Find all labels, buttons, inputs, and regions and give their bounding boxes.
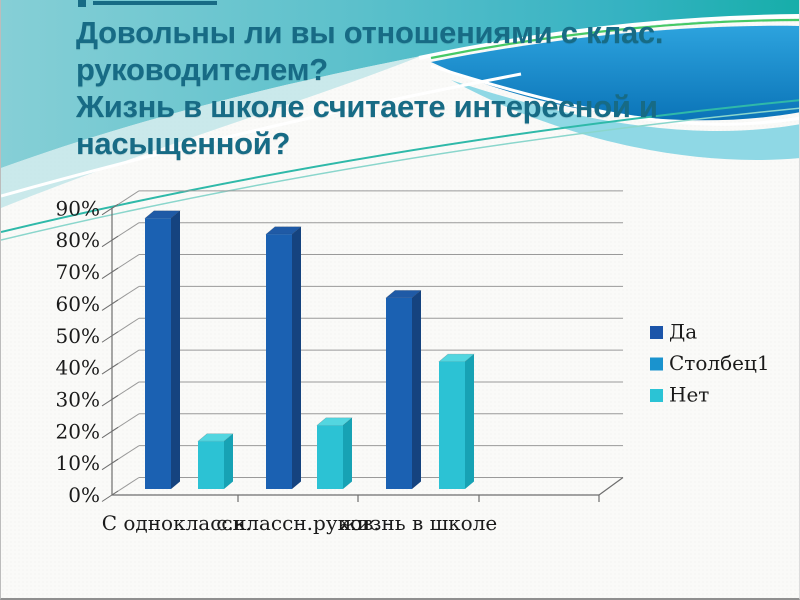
- legend-item-Нет: Нет: [650, 383, 709, 407]
- legend-swatch: [650, 357, 663, 371]
- bar-front-face: [198, 441, 224, 489]
- gridlines: [101, 190, 623, 502]
- legend-item-Да: Да: [650, 320, 697, 344]
- y-axis-tick: [101, 363, 119, 375]
- bar-side-face: [465, 354, 474, 489]
- slide-title: Довольны ли вы отношениями с клас. руков…: [76, 14, 776, 162]
- y-axis-tick: [101, 299, 119, 311]
- y-axis-label: 30%: [56, 387, 100, 411]
- chart-legend: Да Столбец1 Нет: [650, 320, 770, 407]
- y-axis-label: 60%: [56, 292, 100, 316]
- bar-Нет-С одноклассн.: [197, 433, 234, 489]
- bar-front-face: [439, 361, 465, 489]
- title-line-4: насыщенной?: [76, 126, 291, 161]
- bar-side-face: [171, 210, 180, 489]
- title-line-1: Довольны ли вы отношениями с клас.: [76, 15, 664, 50]
- x-axis-label: жизнь в школе: [339, 511, 498, 535]
- y-axis-label: 0%: [68, 483, 100, 507]
- y-axis-label: 90%: [56, 196, 100, 220]
- y-axis-tick: [101, 458, 119, 471]
- clipped-text-fragment: [78, 0, 86, 7]
- title-line-3: Жизнь в школе считаете интересной и: [76, 89, 658, 124]
- bar-side-face: [224, 433, 233, 489]
- y-axis-label: 70%: [56, 260, 100, 284]
- legend-label: Нет: [669, 383, 709, 407]
- y-axis-tick: [101, 267, 119, 279]
- legend-swatch: [650, 326, 663, 339]
- y-axis-tick: [101, 395, 119, 407]
- bar-Да-жизнь в школе: [385, 290, 422, 489]
- y-axis-label: 20%: [56, 419, 100, 443]
- clipped-text-fragment: [93, 1, 217, 5]
- x-axis-label: с.классн.руков.: [216, 511, 380, 535]
- y-axis-tick: [101, 203, 119, 216]
- bar-Да-с.классн.руков.: [265, 226, 302, 489]
- bar-Да-С одноклассн.: [144, 210, 181, 489]
- bar-side-face: [412, 290, 421, 489]
- legend-swatch: [650, 389, 663, 402]
- legend-label: Да: [669, 320, 697, 344]
- y-axis-label: 80%: [56, 228, 100, 252]
- floor-right-edge: [598, 477, 624, 496]
- bar-Нет-жизнь в школе: [438, 353, 475, 489]
- bar-front-face: [266, 234, 292, 489]
- legend-label: Столбец1: [669, 351, 770, 375]
- x-axis-labels: С одноклассн.с.классн.руков.жизнь в школ…: [102, 511, 498, 535]
- y-axis-label: 40%: [56, 356, 100, 380]
- y-axis-labels: 0% 10% 20% 30% 40% 50% 60% 70% 80% 90%: [56, 196, 100, 507]
- bar-front-face: [145, 218, 171, 489]
- y-axis-label: 10%: [56, 451, 100, 475]
- bars: [144, 210, 475, 489]
- bar-Нет-с.классн.руков.: [316, 417, 353, 489]
- legend-item-Столбец1: Столбец1: [650, 351, 770, 375]
- bar-front-face: [317, 425, 343, 489]
- axes: [111, 207, 624, 502]
- y-axis-tick: [101, 331, 119, 343]
- title-line-2: руководителем?: [76, 52, 328, 87]
- y-axis-tick: [101, 235, 119, 248]
- bar-side-face: [292, 226, 301, 489]
- x-axis-label: С одноклассн.: [102, 511, 253, 535]
- bar-front-face: [386, 297, 412, 489]
- y-axis-tick: [101, 490, 119, 502]
- y-axis-tick: [101, 426, 119, 439]
- y-axis-label: 50%: [56, 324, 100, 348]
- bar-side-face: [343, 417, 352, 489]
